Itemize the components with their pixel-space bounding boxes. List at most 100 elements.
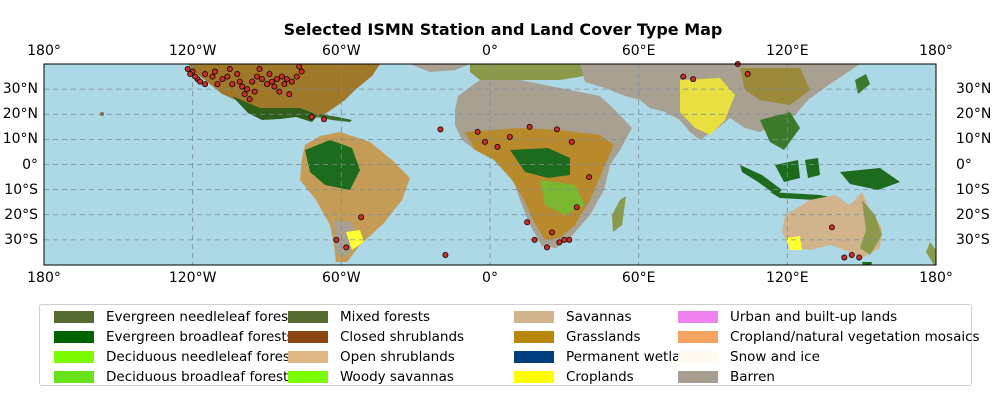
station-marker xyxy=(358,214,365,221)
legend-item: Cropland/natural vegetation mosaics xyxy=(678,328,980,346)
legend-swatch xyxy=(54,311,94,323)
legend-label: Deciduous broadleaf forests xyxy=(106,369,296,385)
station-marker xyxy=(202,71,209,78)
legend-swatch xyxy=(678,371,718,383)
station-marker xyxy=(288,78,295,85)
station-marker xyxy=(531,236,538,243)
legend-swatch xyxy=(54,371,94,383)
legend-item: Grasslands xyxy=(514,328,641,346)
lon-tick-label-bottom: 180° xyxy=(27,270,61,286)
station-marker xyxy=(320,116,327,123)
legend-label: Urban and built-up lands xyxy=(730,309,898,325)
station-marker xyxy=(690,76,697,83)
legend-label: Deciduous needleleaf forests xyxy=(106,349,303,365)
legend-label: Permanent wetlands xyxy=(566,349,705,365)
lon-tick-label-top: 120°W xyxy=(168,43,217,59)
legend-swatch xyxy=(678,331,718,343)
station-marker xyxy=(524,219,531,226)
station-marker xyxy=(202,81,209,88)
station-marker xyxy=(856,254,863,261)
lon-tick-label-top: 180° xyxy=(27,43,61,59)
station-marker xyxy=(276,88,283,95)
legend-item: Deciduous needleleaf forests xyxy=(54,348,302,366)
legend-swatch xyxy=(514,311,554,323)
station-marker xyxy=(214,81,221,88)
legend-label: Woody savannas xyxy=(340,369,454,385)
lat-tick-label-left: 20°N xyxy=(2,106,38,123)
station-marker xyxy=(209,73,216,80)
station-markers xyxy=(184,61,863,261)
asia-landmass xyxy=(580,64,860,150)
legend-label: Evergreen needleleaf forests xyxy=(106,309,301,325)
legend-label: Savannas xyxy=(566,309,632,325)
station-marker xyxy=(246,96,253,103)
arctic-land xyxy=(410,64,470,72)
lat-tick-label-left: 30°S xyxy=(4,231,38,248)
legend-item: Closed shrublands xyxy=(288,328,464,346)
legend-swatch xyxy=(678,351,718,363)
station-marker xyxy=(848,251,855,258)
europe-landmass xyxy=(470,64,600,80)
station-marker xyxy=(256,66,263,73)
legend-item: Savannas xyxy=(514,308,632,326)
lat-tick-label-right: 20°S xyxy=(956,206,990,223)
station-marker xyxy=(680,73,687,80)
station-marker xyxy=(293,73,300,80)
legend-swatch xyxy=(288,311,328,323)
map-title: Selected ISMN Station and Land Cover Typ… xyxy=(283,20,723,39)
station-marker xyxy=(184,66,191,73)
legend-swatch xyxy=(54,351,94,363)
legend-item: Barren xyxy=(678,368,775,386)
station-marker xyxy=(273,76,280,83)
station-marker xyxy=(281,81,288,88)
legend-swatch xyxy=(514,331,554,343)
lat-tick-label-right: 30°N xyxy=(956,81,992,98)
legend-label: Cropland/natural vegetation mosaics xyxy=(730,329,980,345)
legend-label: Open shrublands xyxy=(340,349,455,365)
legend-item: Mixed forests xyxy=(288,308,430,326)
lat-tick-label-left: 10°S xyxy=(4,181,38,198)
station-marker xyxy=(254,73,261,80)
station-marker xyxy=(224,73,231,80)
legend-item: Deciduous broadleaf forests xyxy=(54,368,295,386)
lat-tick-label-right: 20°N xyxy=(956,106,992,123)
legend-swatch xyxy=(678,311,718,323)
station-marker xyxy=(268,78,275,85)
lon-tick-label-top: 120°E xyxy=(766,43,809,59)
lat-tick-label-right: 10°N xyxy=(956,131,992,148)
station-marker xyxy=(568,138,575,145)
station-marker xyxy=(474,128,481,135)
legend-item: Woody savannas xyxy=(288,368,454,386)
world-map xyxy=(43,61,937,266)
station-marker xyxy=(278,73,285,80)
map-frame xyxy=(43,63,937,266)
station-marker xyxy=(286,91,293,98)
station-marker xyxy=(197,78,204,85)
legend-swatch xyxy=(514,351,554,363)
lon-tick-label-bottom: 60°W xyxy=(321,270,361,286)
station-marker xyxy=(296,63,303,70)
station-marker xyxy=(249,78,256,85)
station-marker xyxy=(283,76,290,83)
station-marker xyxy=(244,86,251,93)
lon-tick-label-top: 60°W xyxy=(321,43,361,59)
station-marker xyxy=(343,244,350,251)
station-marker xyxy=(251,88,258,95)
legend-item: Croplands xyxy=(514,368,634,386)
legend-label: Croplands xyxy=(566,369,634,385)
legend-item: Snow and ice xyxy=(678,348,820,366)
station-marker xyxy=(192,73,199,80)
lat-tick-label-left: 0° xyxy=(22,156,38,173)
lon-tick-label-top: 0° xyxy=(482,43,498,59)
lat-tick-label-left: 10°N xyxy=(2,131,38,148)
lon-tick-label-bottom: 120°W xyxy=(168,270,217,286)
station-marker xyxy=(266,71,273,78)
station-marker xyxy=(561,236,568,243)
lat-tick-label-right: 10°S xyxy=(956,181,990,198)
legend-swatch xyxy=(514,371,554,383)
station-marker xyxy=(442,251,449,258)
legend-swatch xyxy=(288,351,328,363)
lat-tick-label-left: 30°N xyxy=(2,81,38,98)
station-marker xyxy=(211,68,218,75)
station-marker xyxy=(573,204,580,211)
